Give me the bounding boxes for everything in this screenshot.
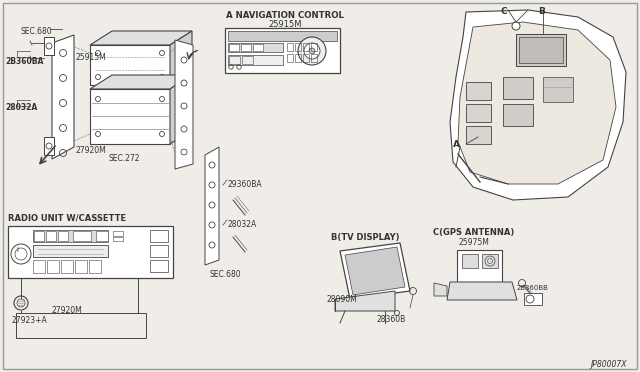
- Bar: [287, 43, 293, 51]
- Circle shape: [298, 37, 326, 65]
- Bar: [253, 44, 263, 51]
- Bar: [295, 43, 301, 51]
- Polygon shape: [205, 147, 219, 265]
- Bar: [311, 54, 317, 62]
- Text: 28360B: 28360B: [377, 315, 406, 324]
- Text: 27920M: 27920M: [51, 306, 82, 315]
- Bar: [47, 260, 59, 273]
- Bar: [75, 260, 87, 273]
- Text: B: B: [538, 7, 545, 16]
- Text: 25975M: 25975M: [459, 238, 490, 247]
- Text: 29360BA: 29360BA: [227, 180, 262, 189]
- Text: SEC.272: SEC.272: [108, 154, 140, 163]
- Bar: [113, 231, 123, 236]
- Polygon shape: [90, 45, 170, 85]
- Bar: [229, 44, 239, 51]
- Bar: [89, 260, 101, 273]
- Polygon shape: [335, 291, 395, 311]
- Polygon shape: [458, 22, 616, 184]
- Polygon shape: [345, 247, 405, 295]
- Bar: [524, 293, 542, 305]
- Circle shape: [512, 22, 520, 30]
- Bar: [96, 231, 108, 241]
- Bar: [44, 137, 54, 155]
- Polygon shape: [447, 282, 517, 300]
- Bar: [482, 254, 498, 268]
- Bar: [503, 77, 533, 99]
- Text: 27923+A: 27923+A: [11, 316, 47, 325]
- Polygon shape: [434, 283, 447, 296]
- Circle shape: [309, 48, 315, 54]
- Text: 2B360BA: 2B360BA: [5, 57, 44, 66]
- Polygon shape: [90, 89, 170, 144]
- Polygon shape: [90, 75, 192, 89]
- Bar: [242, 56, 253, 64]
- Bar: [228, 43, 283, 52]
- Bar: [311, 43, 317, 51]
- Polygon shape: [170, 75, 192, 144]
- Bar: [519, 37, 563, 63]
- Text: B(TV DISPLAY): B(TV DISPLAY): [331, 233, 399, 242]
- Text: 25915M: 25915M: [75, 53, 106, 62]
- Bar: [516, 34, 566, 66]
- Bar: [73, 231, 91, 241]
- Text: 28032A: 28032A: [227, 220, 256, 229]
- Bar: [466, 126, 491, 144]
- Bar: [241, 44, 251, 51]
- Polygon shape: [52, 35, 74, 159]
- Polygon shape: [170, 31, 192, 85]
- Bar: [33, 245, 108, 257]
- Polygon shape: [90, 31, 192, 45]
- Bar: [228, 55, 283, 65]
- Bar: [295, 54, 301, 62]
- Bar: [229, 56, 240, 64]
- Text: A NAVIGATION CONTROL: A NAVIGATION CONTROL: [226, 11, 344, 20]
- Bar: [33, 230, 108, 242]
- Bar: [46, 231, 56, 241]
- Text: C: C: [501, 7, 508, 16]
- Text: 25915M: 25915M: [268, 20, 301, 29]
- Text: C(GPS ANTENNA): C(GPS ANTENNA): [433, 228, 515, 237]
- Bar: [58, 231, 68, 241]
- Bar: [228, 31, 337, 41]
- Bar: [287, 54, 293, 62]
- Polygon shape: [340, 243, 410, 299]
- Bar: [61, 260, 73, 273]
- Text: RADIO UNIT W/CASSETTE: RADIO UNIT W/CASSETTE: [8, 213, 126, 222]
- Text: 28090M: 28090M: [327, 295, 358, 304]
- Bar: [225, 28, 340, 73]
- Bar: [466, 104, 491, 122]
- Polygon shape: [175, 40, 193, 169]
- Text: i: i: [16, 247, 18, 253]
- Text: JP80007X: JP80007X: [590, 360, 627, 369]
- Text: 28360BB: 28360BB: [517, 285, 549, 291]
- Bar: [457, 250, 502, 282]
- Text: SEC.680: SEC.680: [20, 27, 52, 36]
- Polygon shape: [450, 10, 626, 200]
- Bar: [503, 104, 533, 126]
- Bar: [34, 231, 44, 241]
- Bar: [466, 82, 491, 100]
- Bar: [16, 313, 146, 338]
- Bar: [462, 254, 478, 268]
- Text: 27920M: 27920M: [75, 146, 106, 155]
- Bar: [150, 245, 168, 257]
- Bar: [44, 37, 54, 55]
- Text: SEC.680: SEC.680: [210, 270, 242, 279]
- Bar: [543, 77, 573, 102]
- Bar: [303, 43, 309, 51]
- Bar: [150, 230, 168, 242]
- Bar: [303, 54, 309, 62]
- Circle shape: [304, 43, 320, 59]
- Bar: [33, 260, 45, 273]
- Bar: [150, 260, 168, 272]
- Text: A: A: [453, 140, 460, 149]
- Bar: [8, 226, 173, 278]
- Bar: [113, 237, 123, 241]
- Text: 28032A: 28032A: [5, 103, 37, 112]
